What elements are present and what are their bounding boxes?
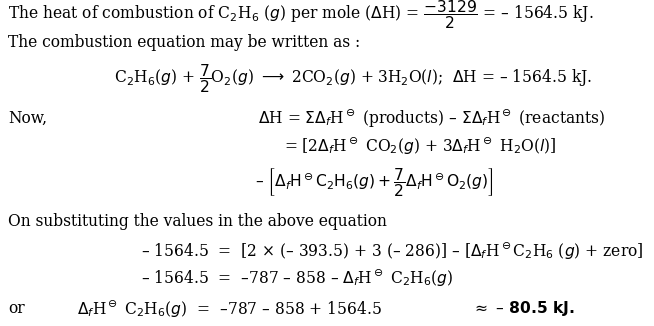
Text: $\Delta_f$H$^\ominus$ C$_2$H$_6$($g$)  =  –787 – 858 + 1564.5: $\Delta_f$H$^\ominus$ C$_2$H$_6$($g$) = …	[77, 298, 383, 319]
Text: Now,: Now,	[8, 110, 47, 126]
Text: C$_2$H$_6$($g$) + $\dfrac{7}{2}$O$_2$($g$) $\longrightarrow$ 2CO$_2$($g$) + 3H$_: C$_2$H$_6$($g$) + $\dfrac{7}{2}$O$_2$($g…	[114, 62, 593, 95]
Text: The combustion equation may be written as :: The combustion equation may be written a…	[8, 34, 360, 51]
Text: – 1564.5  =  –787 – 858 – $\Delta_f$H$^\ominus$ C$_2$H$_6$($g$): – 1564.5 = –787 – 858 – $\Delta_f$H$^\om…	[141, 267, 453, 288]
Text: The heat of combustion of C$_2$H$_6$ ($g$) per mole ($\Delta$H) = $\dfrac{-3129}: The heat of combustion of C$_2$H$_6$ ($g…	[8, 0, 593, 31]
Text: $\approx$ – $\mathbf{80.5}$ $\mathbf{kJ.}$: $\approx$ – $\mathbf{80.5}$ $\mathbf{kJ.…	[471, 299, 574, 318]
Text: = [2$\Delta_f$H$^\ominus$ CO$_2$($g$) + 3$\Delta_f$H$^\ominus$ H$_2$O($l$)]: = [2$\Delta_f$H$^\ominus$ CO$_2$($g$) + …	[284, 135, 557, 156]
Text: – $\left[\Delta_f\mathrm{H}^\ominus\mathrm{C}_2\mathrm{H}_6(g)+\dfrac{7}{2}\Delt: – $\left[\Delta_f\mathrm{H}^\ominus\math…	[255, 166, 494, 199]
Text: On substituting the values in the above equation: On substituting the values in the above …	[8, 213, 387, 230]
Text: or: or	[8, 300, 24, 317]
Text: $\Delta$H = $\Sigma\Delta_f$H$^\ominus$ (products) – $\Sigma\Delta_f$H$^\ominus$: $\Delta$H = $\Sigma\Delta_f$H$^\ominus$ …	[258, 107, 606, 129]
Text: – 1564.5  =  [2 × (– 393.5) + 3 (– 286)] – [$\Delta_f$H$^\ominus$C$_2$H$_6$ ($g$: – 1564.5 = [2 × (– 393.5) + 3 (– 286)] –…	[141, 240, 643, 261]
